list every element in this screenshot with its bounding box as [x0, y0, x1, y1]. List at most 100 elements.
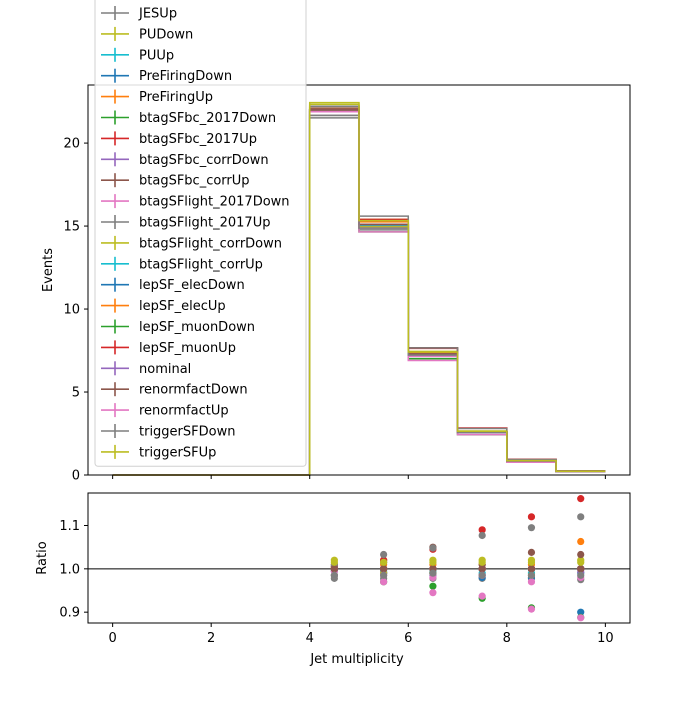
legend-entry-PUUp: PUUp	[101, 47, 174, 63]
ratio-point	[478, 592, 486, 600]
legend-label: lepSF_elecDown	[139, 278, 245, 293]
ratio-point	[478, 531, 486, 540]
ratio-x-tick-label: 0	[108, 631, 116, 646]
legend-label: lepSF_muonDown	[139, 320, 255, 335]
ratio-point	[577, 614, 585, 622]
ratio-y-tick-label: 1.1	[59, 519, 80, 534]
legend-entry-btagSFbc_2017Up: btagSFbc_2017Up	[101, 131, 257, 147]
ratio-point	[527, 605, 536, 613]
legend-entry-lepSF_muonUp: lepSF_muonUp	[101, 340, 236, 356]
legend-label: PreFiringDown	[139, 69, 232, 84]
ratio-point	[478, 526, 486, 534]
legend-entry-triggerSFUp: triggerSFUp	[101, 444, 216, 460]
legend-label: PUDown	[139, 27, 193, 42]
legend-label: PUUp	[139, 48, 174, 63]
ratio-point	[577, 558, 585, 566]
ratio-point	[527, 571, 536, 579]
ratio-point	[380, 565, 388, 573]
y-axis-label: Events	[41, 248, 56, 292]
legend-label: triggerSFDown	[139, 425, 235, 440]
x-axis-label: Jet multiplicity	[309, 652, 404, 667]
ratio-point	[577, 571, 585, 579]
ratio-point	[380, 550, 388, 559]
ratio-point	[429, 544, 437, 552]
legend-entry-nominal: nominal	[101, 361, 191, 377]
legend-entry-lepSF_elecDown: lepSF_elecDown	[101, 277, 245, 293]
ratio-point	[577, 565, 585, 573]
legend-entry-btagSFlight_2017Down: btagSFlight_2017Down	[101, 194, 290, 210]
ratio-plot-frame	[87, 492, 631, 624]
ratio-point	[527, 578, 536, 586]
ratio-point	[429, 582, 437, 590]
ratio-point	[330, 571, 338, 579]
legend-label: btagSFbc_2017Up	[139, 132, 257, 147]
legend-entry-btagSFlight_corrDown: btagSFlight_corrDown	[101, 235, 282, 251]
main-plot: 0 5 10 15 20 Events JESUp PUDown PUUp PreFiringDo…	[41, 0, 631, 484]
legend-label: btagSFbc_corrDown	[139, 153, 269, 168]
ratio-x-tick-label: 8	[503, 631, 511, 646]
ratio-point	[380, 558, 388, 566]
legend-label: btagSFbc_2017Down	[139, 111, 276, 126]
ratio-x-tick-label: 4	[306, 631, 314, 646]
ratio-point	[527, 558, 536, 566]
y-tick-label: 5	[72, 386, 80, 401]
ratio-point	[429, 589, 437, 597]
ratio-y-tick-label: 0.9	[59, 606, 80, 621]
legend-label: btagSFbc_corrUp	[139, 174, 250, 189]
legend-label: btagSFlight_corrDown	[139, 236, 282, 251]
y-tick-label: 10	[63, 303, 80, 318]
legend-label: triggerSFUp	[139, 445, 216, 460]
ratio-point	[577, 495, 585, 503]
ratio-point	[527, 565, 536, 573]
legend-box	[94, 0, 307, 467]
y-tick-label: 15	[63, 220, 80, 235]
legend-label: btagSFlight_2017Down	[139, 195, 290, 210]
legend-entry-btagSFbc_corrUp: btagSFbc_corrUp	[101, 173, 250, 189]
ratio-y-axis-label: Ratio	[35, 541, 50, 574]
ratio-x-tick-label: 6	[404, 631, 412, 646]
legend-entry-btagSFlight_corrUp: btagSFlight_corrUp	[101, 256, 263, 272]
legend-label: nominal	[139, 362, 191, 377]
ratio-point	[429, 558, 437, 566]
ratio-point	[478, 565, 486, 573]
ratio-point	[330, 558, 338, 566]
ratio-point	[577, 608, 585, 616]
legend-entry-triggerSFDown: triggerSFDown	[101, 424, 235, 440]
ratio-point	[429, 569, 437, 577]
legend-entry-btagSFlight_2017Up: btagSFlight_2017Up	[101, 215, 270, 231]
main-plot-frame	[87, 84, 631, 476]
legend-entry-btagSFbc_2017Down: btagSFbc_2017Down	[101, 110, 276, 126]
legend-label: renormfactUp	[139, 404, 229, 419]
ratio-point	[380, 578, 388, 586]
ratio-x-tick-label: 2	[207, 631, 215, 646]
ratio-point	[527, 513, 536, 521]
legend-entry-renormfactDown: renormfactDown	[101, 382, 248, 398]
ratio-x-tick-label: 10	[597, 631, 614, 646]
ratio-point	[577, 550, 585, 559]
legend-entry-PreFiringDown: PreFiringDown	[101, 68, 232, 84]
ratio-point	[577, 537, 585, 546]
legend-entry-lepSF_muonDown: lepSF_muonDown	[101, 319, 255, 335]
ratio-point	[527, 524, 536, 532]
ratio-point	[380, 571, 388, 579]
legend-entry-JESUp: JESUp	[101, 6, 177, 22]
legend-label: btagSFlight_2017Up	[139, 216, 270, 231]
legend-label: btagSFlight_corrUp	[139, 257, 263, 272]
ratio-plot: 0.9 1.0 1.1 0 2 4 6 8 10 Ratio Jet multiplicity	[35, 492, 631, 667]
legend-entry-renormfactUp: renormfactUp	[101, 403, 229, 419]
legend-label: lepSF_elecUp	[139, 299, 226, 314]
legend-label: renormfactDown	[139, 383, 248, 398]
ratio-point	[577, 513, 585, 521]
ratio-point	[527, 548, 536, 556]
legend-entry-btagSFbc_corrDown: btagSFbc_corrDown	[101, 152, 269, 168]
ratio-point	[478, 558, 486, 566]
ratio-point	[330, 565, 338, 573]
legend-label: lepSF_muonUp	[139, 341, 236, 356]
legend-entry-lepSF_elecUp: lepSF_elecUp	[101, 298, 226, 314]
y-tick-label: 0	[72, 469, 80, 484]
y-tick-label: 20	[63, 137, 80, 152]
ratio-point	[478, 571, 486, 579]
legend-label: PreFiringUp	[139, 90, 213, 105]
